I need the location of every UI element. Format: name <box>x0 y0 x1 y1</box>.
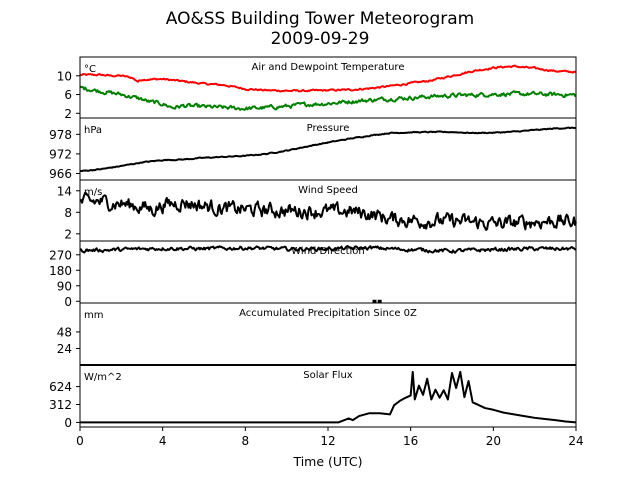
y-tick-label: 24 <box>57 342 72 356</box>
y-tick-label: 10 <box>57 69 72 83</box>
panel-1: 2 6 10 Air and Dewpoint Temperature °C <box>57 56 577 121</box>
panel-unit: mm <box>84 310 103 321</box>
y-tick-label: 0 <box>64 416 72 430</box>
series-line-6-1 <box>80 370 577 424</box>
x-tick-label: 4 <box>159 434 167 448</box>
y-tick-label: 624 <box>49 380 72 394</box>
y-tick-label: 978 <box>49 128 72 142</box>
x-tick-label: 24 <box>568 434 583 448</box>
series-line-3-1 <box>79 191 577 231</box>
series-line-1-1 <box>79 64 577 93</box>
y-tick-label: 90 <box>57 279 72 293</box>
panel-unit: ° <box>84 248 89 259</box>
panel-5: 24 48 Accumulated Precipitation Since 0Z mm <box>57 302 577 366</box>
panel-title: Wind Speed <box>298 185 358 196</box>
series-line-1-2 <box>79 85 577 111</box>
panel-unit: hPa <box>84 125 102 136</box>
data-point <box>372 299 377 303</box>
series-line-2-1 <box>79 126 577 173</box>
panel-6: 0 312 624 Solar Flux W/m^2 <box>49 364 577 431</box>
chart-subtitle: 2009-09-29 <box>271 29 370 49</box>
x-axis-label: Time (UTC) <box>292 454 362 469</box>
y-tick-label: 270 <box>49 248 72 262</box>
y-tick-label: 2 <box>64 107 72 121</box>
y-tick-label: 972 <box>49 147 72 161</box>
panel-3: 2 8 14 Wind Speed m/s <box>57 179 577 242</box>
panel-unit: m/s <box>84 187 102 198</box>
x-tick-label: 0 <box>76 434 84 448</box>
data-point <box>377 299 382 303</box>
panel-2: 966 972 978 Pressure hPa <box>49 117 577 181</box>
y-tick-label: 312 <box>49 398 72 412</box>
panels-layer: 2 6 10 Air and Dewpoint Temperature °C 966 972… <box>49 56 584 448</box>
panel-title: Solar Flux <box>303 370 353 381</box>
y-tick-label: 0 <box>64 295 72 309</box>
x-tick-label: 8 <box>242 434 250 448</box>
panel-title: Pressure <box>307 123 350 134</box>
panel-title: Air and Dewpoint Temperature <box>252 62 405 73</box>
chart-title: AO&SS Building Tower Meteorogram <box>166 9 474 29</box>
panel-unit: °C <box>84 64 96 75</box>
panel-title: Wind Direction <box>291 246 365 257</box>
y-tick-label: 48 <box>57 325 72 339</box>
series-line-4-1 <box>79 244 577 254</box>
panel-title: Accumulated Precipitation Since 0Z <box>239 308 417 319</box>
y-tick-label: 2 <box>64 227 72 241</box>
y-tick-label: 8 <box>64 206 72 220</box>
x-tick-label: 16 <box>403 434 418 448</box>
y-tick-label: 180 <box>49 264 72 278</box>
panel-unit: W/m^2 <box>84 372 122 383</box>
y-tick-label: 966 <box>49 167 72 181</box>
y-tick-label: 14 <box>57 184 72 198</box>
x-tick-label: 20 <box>486 434 501 448</box>
y-tick-label: 6 <box>64 88 72 102</box>
x-tick-label: 12 <box>320 434 335 448</box>
